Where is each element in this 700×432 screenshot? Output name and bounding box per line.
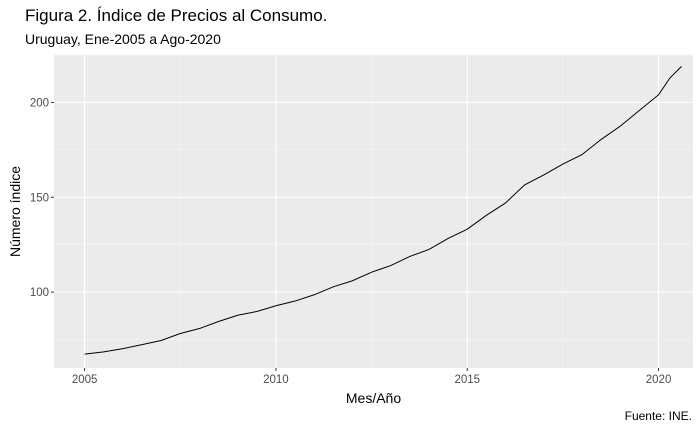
y-tick-label: 100: [30, 287, 49, 299]
minor-gridlines: [54, 54, 693, 368]
x-tick-label: 2005: [72, 374, 98, 386]
y-axis-ticks: 100 150 200: [30, 97, 54, 299]
plot-panel: [54, 55, 693, 368]
x-tick-label: 2020: [646, 374, 672, 386]
y-tick-label: 150: [30, 192, 49, 204]
y-axis-title: Número índice: [7, 166, 23, 257]
major-gridlines: [54, 55, 693, 368]
x-tick-label: 2010: [263, 374, 289, 386]
x-axis-ticks: 2005 2010 2015 2020: [72, 368, 672, 386]
x-axis-title: Mes/Año: [346, 390, 401, 406]
x-tick-label: 2015: [454, 374, 480, 386]
chart-subtitle: Uruguay, Ene-2005 a Ago-2020: [25, 31, 221, 47]
chart-caption: Fuente: INE.: [624, 409, 692, 423]
chart-title: Figura 2. Índice de Precios al Consumo.: [25, 6, 328, 25]
series-line: [84, 66, 682, 355]
y-tick-label: 200: [30, 97, 49, 109]
